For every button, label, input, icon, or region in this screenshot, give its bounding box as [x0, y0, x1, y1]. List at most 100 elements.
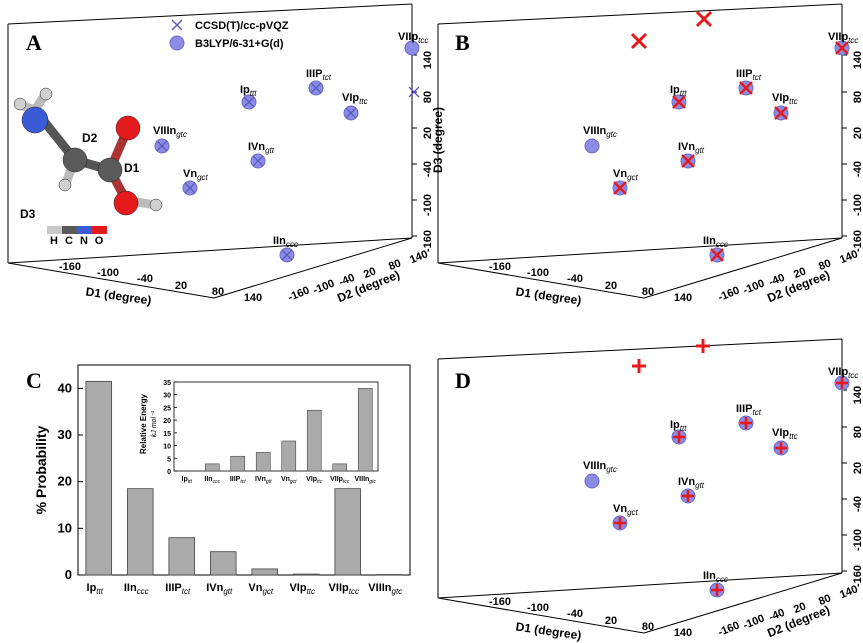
d2-tick-label: 80: [387, 257, 403, 273]
point-b3lyp: [584, 138, 600, 154]
d3-tick-label: -100: [852, 194, 863, 216]
bar: [209, 551, 237, 576]
panel-letter-a: A: [26, 30, 42, 55]
inset-y-tick-label: 30: [163, 393, 171, 400]
colorbar-label: O: [95, 235, 104, 247]
x-tick-label: VIIptcc: [329, 582, 359, 596]
inset-bar: [306, 409, 322, 472]
x-tick-label: Vngct: [248, 582, 274, 596]
d1-tick-label: 20: [175, 280, 187, 292]
d3-tick-label: 20: [852, 462, 863, 474]
d1-tick-label: 140: [674, 627, 692, 639]
d3-tick-label: 20: [422, 127, 434, 139]
d2-tick-label: -40: [767, 272, 786, 289]
point-label: Vngct: [613, 168, 639, 182]
point-b3lyp: [404, 40, 420, 56]
bar: [334, 488, 362, 576]
colorbar-label: N: [80, 235, 88, 247]
d2-tick-label: -160: [286, 285, 311, 304]
point-label: VIIIngtc: [153, 125, 187, 139]
d3-tick-label: -160: [852, 230, 863, 252]
d1-tick-label: -100: [97, 267, 119, 279]
d2-tick-label: 20: [792, 600, 808, 616]
point-red-plus: [740, 417, 752, 429]
y-axis-label: % Probability: [33, 425, 49, 514]
d1-axis-label: D1 (degree): [85, 285, 152, 308]
bar: [251, 568, 279, 576]
d2-tick-label: -160: [716, 620, 741, 639]
bar: [292, 573, 320, 576]
inset-y-tick-label: 35: [163, 380, 171, 387]
d2-tick-label: -40: [767, 607, 786, 624]
x-tick-label: IVngtt: [206, 582, 233, 596]
point-ccsd: [156, 140, 168, 152]
atom-h: [149, 198, 163, 212]
x-tick-label: Ipttt: [87, 582, 104, 596]
point-ccsd: [252, 155, 264, 167]
colorbar-label: H: [50, 235, 58, 247]
d1-tick-label: -160: [489, 596, 511, 608]
d2-tick-label: -100: [741, 613, 766, 632]
point-label: VIpttc: [772, 427, 798, 441]
inset-x-tick-label: IIIPtct: [230, 476, 246, 485]
inset-y-axis-label: Relative Energy: [139, 393, 148, 454]
point-ccsd-offset: [408, 86, 420, 98]
point-label: VIIIngtc: [583, 460, 617, 474]
x-tick-label: IInccc: [124, 582, 149, 596]
point-red-x: [739, 81, 753, 95]
inset-y-tick-label: 0: [167, 469, 171, 476]
d1-tick-label: 140: [674, 292, 692, 304]
bar: [168, 537, 196, 576]
d3-tick-label: 140: [422, 51, 434, 69]
d2-tick-label: 20: [362, 265, 378, 281]
d1-tick-label: -160: [489, 261, 511, 273]
colorbar-swatch: [92, 226, 107, 234]
colorbar-swatch: [77, 226, 92, 234]
point-label: Vngct: [183, 168, 209, 182]
point-label: IInccc: [703, 570, 728, 584]
legend-label-b3lyp: B3LYP/6-31+G(d): [195, 38, 284, 50]
d1-tick-label: -40: [137, 273, 153, 285]
point-label: IIIPtct: [736, 403, 762, 417]
d1-tick-label: -40: [567, 608, 583, 620]
point-red-plus: [614, 517, 626, 529]
d3-tick-label: 80: [422, 91, 434, 103]
point-ccsd: [345, 107, 357, 119]
d2-tick-label: 20: [792, 265, 808, 281]
atom-o: [115, 115, 141, 141]
point-red-plus: [836, 377, 848, 389]
point-label: VIIptcc: [828, 31, 858, 45]
point-red-plus-extra: [696, 339, 710, 353]
inset-x-tick-label: VIIIngtc: [355, 476, 377, 485]
dihedral-label-d3: D3: [20, 207, 36, 221]
point-red-plus: [775, 442, 787, 454]
d1-tick-label: 140: [244, 292, 262, 304]
legend: CCSD(T)/cc-pVQZ B3LYP/6-31+G(d): [169, 19, 289, 51]
d3-tick-label: -40: [422, 161, 434, 177]
axes-frame: [437, 338, 843, 634]
atom-c: [62, 147, 88, 173]
d1-tick-label: 20: [605, 280, 617, 292]
d3-tick-label: 80: [852, 426, 863, 438]
y-tick-label: 30: [58, 427, 72, 442]
inset-bar: [230, 455, 246, 472]
panel-letter-b: B: [455, 30, 470, 55]
bar: [85, 380, 113, 576]
plot-frame: [77, 364, 411, 576]
legend-label-ccsd: CCSD(T)/cc-pVQZ: [195, 20, 289, 32]
d1-tick-label: 20: [605, 615, 617, 627]
inset-x-tick-label: Vngct: [281, 476, 297, 485]
x-tick-label: VIpttc: [289, 582, 315, 596]
d3-tick-label: -40: [852, 161, 863, 177]
y-tick-label: 40: [58, 380, 72, 395]
inset-frame: [173, 381, 379, 472]
d3-tick-label: -160: [852, 565, 863, 587]
point-b3lyp: [584, 473, 600, 489]
inset-bar: [255, 452, 271, 472]
x-tick-label: IIIPtct: [165, 582, 191, 596]
point-red-x: [774, 106, 788, 120]
point-label: IVngtt: [678, 141, 705, 155]
atom-h: [58, 178, 72, 192]
